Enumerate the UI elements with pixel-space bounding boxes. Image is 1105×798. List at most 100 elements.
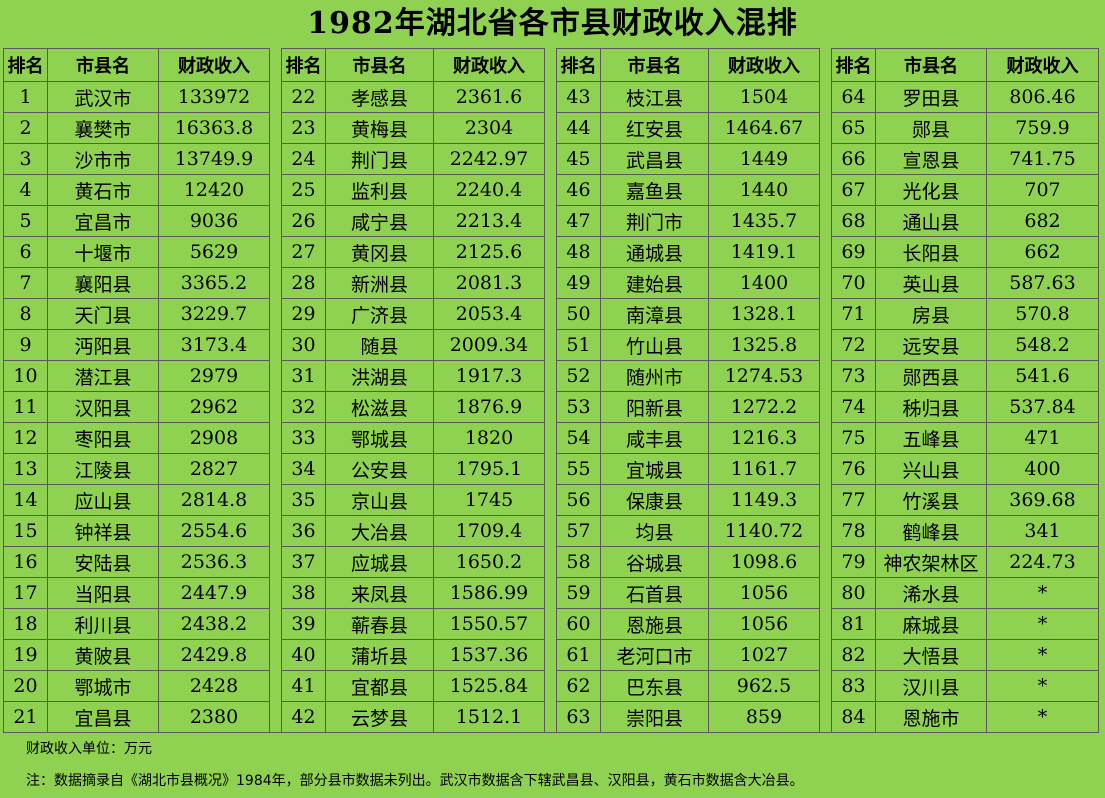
name-cell: 大冶县 [325, 515, 434, 547]
column-gap [269, 267, 282, 299]
header-name: 市县名 [325, 48, 434, 82]
column-gap [544, 515, 557, 547]
revenue-cell: 2447.9 [158, 577, 270, 609]
rank-cell: 31 [281, 360, 326, 392]
name-cell: 老河口市 [600, 639, 709, 671]
name-cell: 南漳县 [600, 298, 709, 330]
rank-cell: 56 [556, 484, 601, 516]
revenue-cell: 5629 [158, 236, 270, 268]
name-cell: 孝感县 [325, 81, 434, 113]
name-cell: 钟祥县 [47, 515, 159, 547]
revenue-cell: 2428 [158, 670, 270, 702]
column-gap [544, 174, 557, 206]
table-row: 4 黄石市 12420 25 监利县 2240.4 46 嘉鱼县 1440 67 光化县 707 [3, 174, 1099, 206]
column-gap [544, 546, 557, 578]
revenue-cell: 741.75 [986, 143, 1099, 175]
rank-cell: 18 [3, 608, 48, 640]
rank-cell: 21 [3, 701, 48, 733]
column-gap [269, 484, 282, 516]
name-cell: 咸宁县 [325, 205, 434, 237]
revenue-cell: 471 [986, 422, 1099, 454]
name-cell: 鄂城县 [325, 422, 434, 454]
rank-cell: 48 [556, 236, 601, 268]
column-gap [544, 298, 557, 330]
column-gap [544, 391, 557, 423]
rank-cell: 7 [3, 267, 48, 299]
column-gap [544, 422, 557, 454]
table-row: 2 襄樊市 16363.8 23 黄梅县 2304 44 红安县 1464.67 65 郧县 759.… [3, 112, 1099, 144]
rank-cell: 11 [3, 391, 48, 423]
rank-cell: 36 [281, 515, 326, 547]
revenue-cell: 1216.3 [708, 422, 820, 454]
name-cell: 襄樊市 [47, 112, 159, 144]
rank-cell: 37 [281, 546, 326, 578]
header-revenue: 财政收入 [433, 48, 545, 82]
name-cell: 荆门市 [600, 205, 709, 237]
column-gap [269, 329, 282, 361]
column-gap [544, 670, 557, 702]
table-row: 18 利川县 2438.2 39 蕲春县 1550.57 60 恩施县 1056 81 麻城县 * [3, 608, 1099, 640]
name-cell: 潜江县 [47, 360, 159, 392]
revenue-cell: 1325.8 [708, 329, 820, 361]
rank-cell: 68 [831, 205, 876, 237]
column-gap [819, 515, 832, 547]
name-cell: 通城县 [600, 236, 709, 268]
revenue-cell: 2827 [158, 453, 270, 485]
table-row: 19 黄陂县 2429.8 40 蒲圻县 1537.36 61 老河口市 1027 82 大悟县 * [3, 639, 1099, 671]
name-cell: 通山县 [875, 205, 987, 237]
revenue-cell: 1449 [708, 143, 820, 175]
column-gap [269, 298, 282, 330]
table-row: 1 武汉市 133972 22 孝感县 2361.6 43 枝江县 1504 64 罗田县 806.4… [3, 81, 1099, 113]
revenue-cell: 1056 [708, 577, 820, 609]
name-cell: 黄梅县 [325, 112, 434, 144]
name-cell: 宜都县 [325, 670, 434, 702]
name-cell: 广济县 [325, 298, 434, 330]
revenue-cell: 1504 [708, 81, 820, 113]
revenue-cell: 3229.7 [158, 298, 270, 330]
revenue-cell: 548.2 [986, 329, 1099, 361]
table-row: 21 宜昌县 2380 42 云梦县 1512.1 63 崇阳县 859 84 恩施市 * [3, 701, 1099, 733]
revenue-cell: 2009.34 [433, 329, 545, 361]
name-cell: 利川县 [47, 608, 159, 640]
revenue-cell: 2213.4 [433, 205, 545, 237]
rank-cell: 47 [556, 205, 601, 237]
revenue-cell: 1650.2 [433, 546, 545, 578]
rank-cell: 19 [3, 639, 48, 671]
name-cell: 十堰市 [47, 236, 159, 268]
rank-cell: 50 [556, 298, 601, 330]
column-gap [544, 267, 557, 299]
column-gap [544, 484, 557, 516]
column-gap [819, 81, 832, 113]
header-rank: 排名 [556, 48, 601, 82]
name-cell: 天门县 [47, 298, 159, 330]
rank-cell: 13 [3, 453, 48, 485]
rank-cell: 40 [281, 639, 326, 671]
name-cell: 蒲圻县 [325, 639, 434, 671]
revenue-cell: 541.6 [986, 360, 1099, 392]
rank-cell: 28 [281, 267, 326, 299]
revenue-cell: 682 [986, 205, 1099, 237]
rank-cell: 76 [831, 453, 876, 485]
name-cell: 沔阳县 [47, 329, 159, 361]
rank-cell: 53 [556, 391, 601, 423]
revenue-cell: 1435.7 [708, 205, 820, 237]
rank-cell: 23 [281, 112, 326, 144]
column-gap [819, 174, 832, 206]
revenue-cell: 1709.4 [433, 515, 545, 547]
rank-cell: 51 [556, 329, 601, 361]
header-rank: 排名 [831, 48, 876, 82]
name-cell: 汉川县 [875, 670, 987, 702]
revenue-cell: 2429.8 [158, 639, 270, 671]
revenue-cell: 2242.97 [433, 143, 545, 175]
header-name: 市县名 [47, 48, 159, 82]
name-cell: 沙市市 [47, 143, 159, 175]
revenue-cell: 369.68 [986, 484, 1099, 516]
revenue-cell: 1328.1 [708, 298, 820, 330]
name-cell: 新洲县 [325, 267, 434, 299]
name-cell: 黄石市 [47, 174, 159, 206]
column-gap [819, 205, 832, 237]
column-gap [819, 48, 832, 82]
column-gap [269, 639, 282, 671]
rank-cell: 25 [281, 174, 326, 206]
revenue-cell: 2081.3 [433, 267, 545, 299]
